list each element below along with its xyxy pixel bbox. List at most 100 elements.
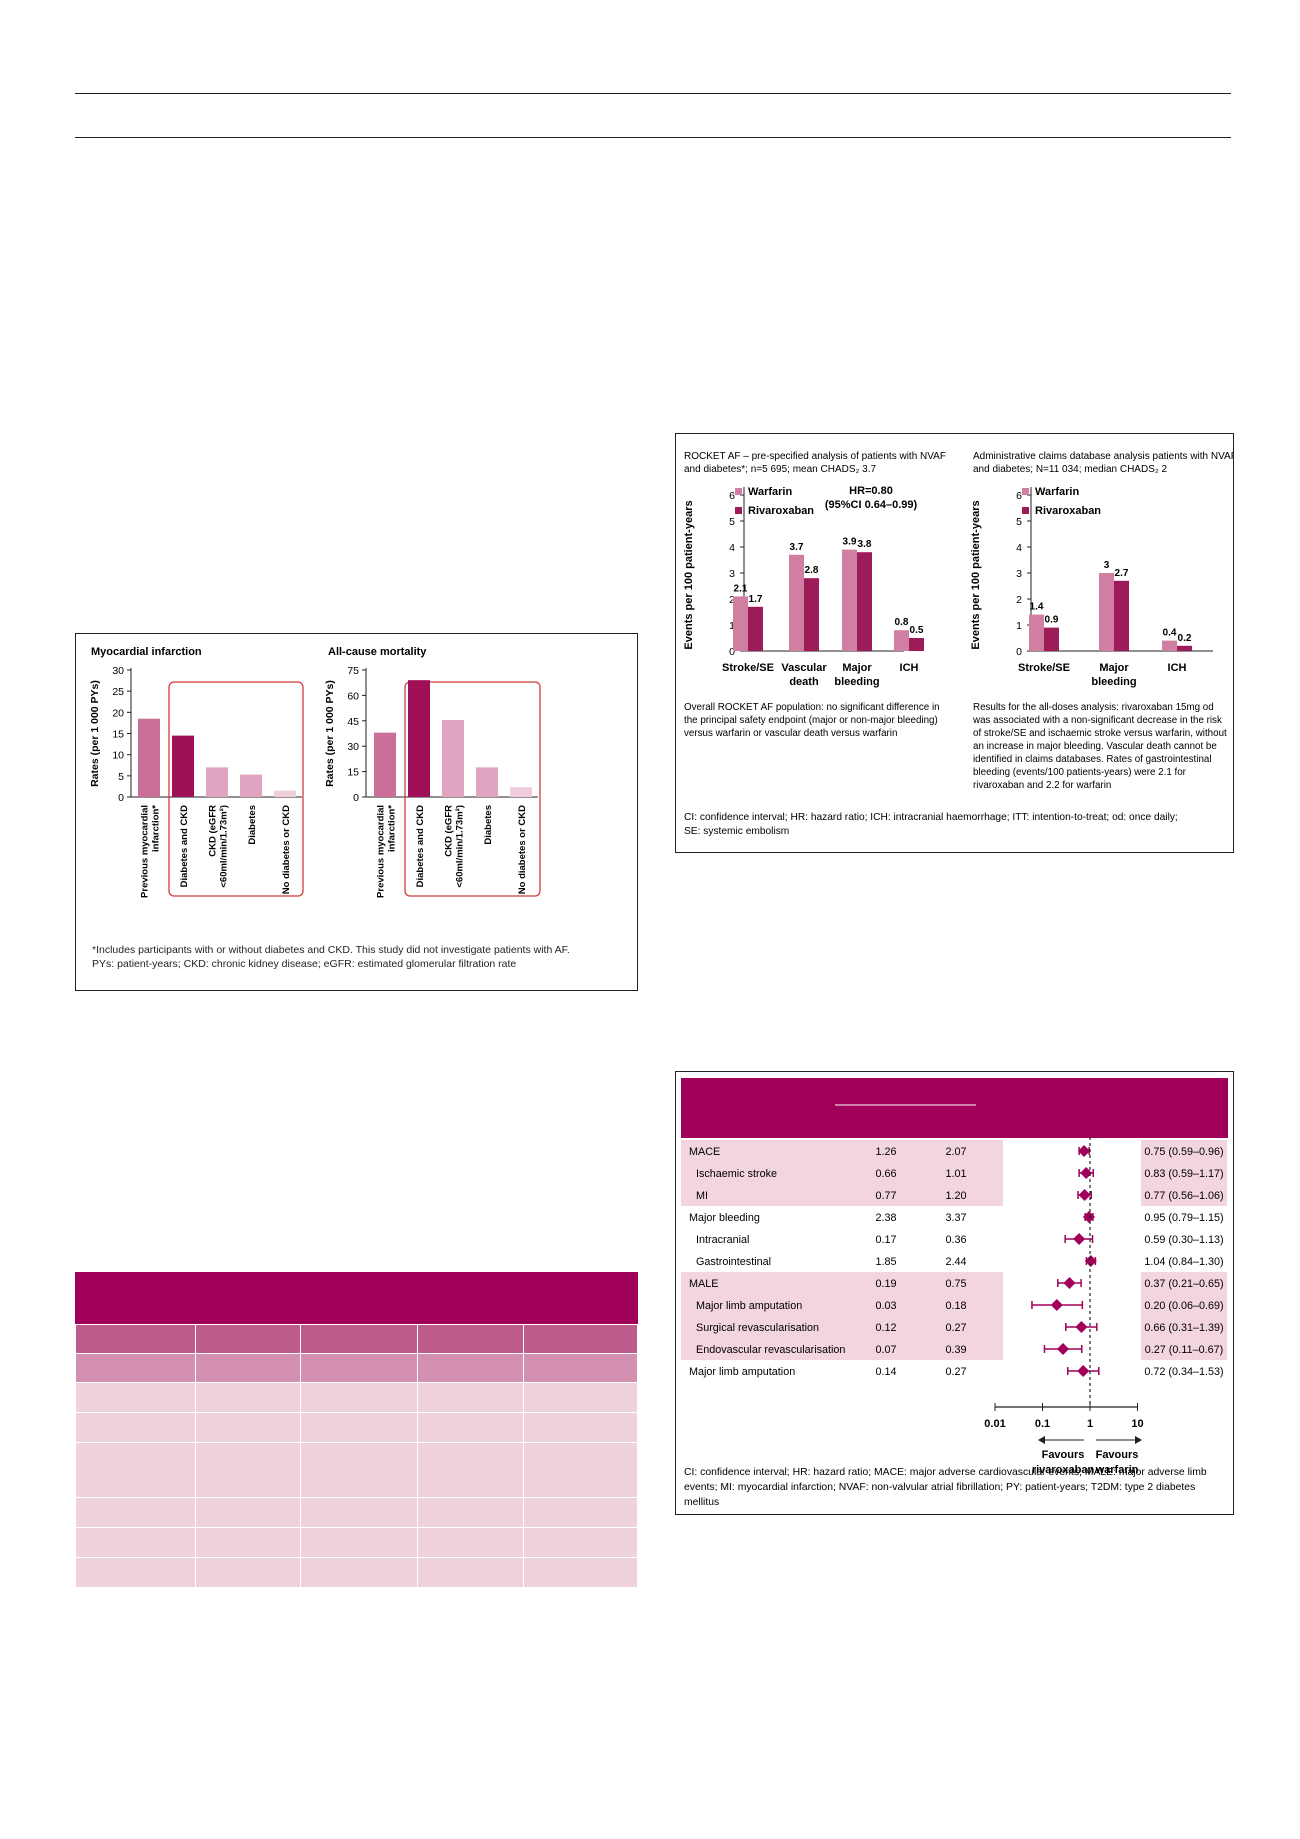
highlight-box bbox=[404, 681, 541, 897]
row-band-left bbox=[681, 1162, 1003, 1184]
chart-title: All-cause mortality bbox=[328, 646, 427, 658]
table-row bbox=[75, 1527, 638, 1558]
hr-annotation-1: HR=0.80 bbox=[849, 485, 893, 497]
y-tick-label: 5 bbox=[118, 771, 124, 783]
table-cell bbox=[299, 1382, 419, 1413]
table-cell bbox=[523, 1557, 638, 1588]
table-cell bbox=[523, 1324, 638, 1354]
data-label: 0.8 bbox=[895, 617, 909, 628]
x-tick-label: ICH bbox=[900, 662, 919, 674]
hr-annotation-2: (95%CI 0.64–0.99) bbox=[825, 499, 918, 511]
favours-rivaroxaban: Favours bbox=[1042, 1449, 1085, 1461]
forest-x-tick-label: 0.1 bbox=[1035, 1418, 1050, 1430]
legend-swatch-warfarin bbox=[1022, 488, 1029, 495]
table-cell bbox=[194, 1353, 301, 1383]
bar-warfarin bbox=[1099, 573, 1114, 651]
hr-ci-text: 0.77 (0.56–1.06) bbox=[1144, 1190, 1223, 1202]
rivaroxaban-rate: 0.14 bbox=[875, 1366, 896, 1378]
row-band-left bbox=[681, 1316, 1003, 1338]
warfarin-rate: 2.44 bbox=[945, 1256, 966, 1268]
table-cell bbox=[417, 1527, 525, 1558]
x-tick-label: Vascular bbox=[781, 662, 827, 674]
hr-point bbox=[1063, 1277, 1076, 1289]
y-tick-label: 0 bbox=[729, 646, 735, 658]
row-band-right bbox=[1141, 1140, 1227, 1162]
forest-footnote-line: CI: confidence interval; HR: hazard rati… bbox=[684, 1467, 1207, 1478]
data-label: 0.4 bbox=[1163, 628, 1177, 639]
data-label: 3 bbox=[1104, 560, 1110, 571]
warfarin-rate: 0.39 bbox=[945, 1344, 966, 1356]
y-tick-label: 45 bbox=[347, 716, 359, 728]
table-cell bbox=[299, 1353, 419, 1383]
hr-point bbox=[1080, 1167, 1093, 1179]
y-tick-label: 4 bbox=[729, 542, 735, 554]
legend-swatch-warfarin bbox=[735, 488, 742, 495]
x-tick-label: bleeding bbox=[1091, 676, 1136, 688]
y-tick-label: 0 bbox=[118, 792, 124, 804]
hr-ci-text: 0.37 (0.21–0.65) bbox=[1144, 1278, 1223, 1290]
y-axis-label: Rates (per 1 000 PYs) bbox=[324, 680, 336, 787]
favours-rivaroxaban: rivaroxaban bbox=[1032, 1464, 1095, 1476]
highlight-box bbox=[168, 681, 304, 897]
row-band-right bbox=[1141, 1338, 1227, 1360]
forest-row-label: Intracranial bbox=[696, 1234, 749, 1246]
row-band-right bbox=[1141, 1272, 1227, 1294]
rivaroxaban-rate: 1.26 bbox=[875, 1146, 896, 1158]
hr-point bbox=[1075, 1321, 1088, 1333]
risk-rates-charts: Myocardial infarction Rates (per 1 000 PY… bbox=[89, 646, 541, 898]
x-tick-label: bleeding bbox=[834, 676, 879, 688]
x-tick-label: Diabetes and CKD bbox=[179, 805, 190, 887]
table-cell bbox=[523, 1442, 638, 1498]
figure-rocket-af: ROCKET AF – pre-specified analysis of pa… bbox=[675, 433, 1234, 853]
legend-label-warfarin: Warfarin bbox=[748, 486, 792, 498]
favours-warfarin: warfarin bbox=[1095, 1464, 1139, 1476]
rivaroxaban-rate: 2.38 bbox=[875, 1212, 896, 1224]
warfarin-rate: 2.07 bbox=[945, 1146, 966, 1158]
x-tick-label: ICH bbox=[1168, 662, 1187, 674]
y-tick-label: 1 bbox=[1016, 620, 1022, 632]
x-tick-label: death bbox=[789, 676, 819, 688]
table-cell bbox=[75, 1442, 196, 1498]
warfarin-rate: 0.18 bbox=[945, 1300, 966, 1312]
bar-warfarin bbox=[1029, 614, 1044, 651]
arrow-right-head bbox=[1135, 1436, 1142, 1444]
row-band-left bbox=[681, 1338, 1003, 1360]
table-cell bbox=[194, 1557, 301, 1588]
y-axis-label: Events per 100 patient-years bbox=[970, 500, 982, 649]
y-tick-label: 2 bbox=[1016, 594, 1022, 606]
table-cell bbox=[417, 1557, 525, 1588]
data-label: 3.8 bbox=[858, 539, 872, 550]
x-tick-label: <60ml/min/1.73m²) bbox=[455, 805, 466, 888]
row-band-left bbox=[681, 1140, 1003, 1162]
legend-swatch-rivaroxaban bbox=[1022, 507, 1029, 514]
legend-swatch-rivaroxaban bbox=[735, 507, 742, 514]
row-band-right bbox=[1141, 1316, 1227, 1338]
forest-row-label: MACE bbox=[689, 1146, 720, 1158]
bar-rivaroxaban bbox=[1177, 645, 1192, 651]
y-tick-label: 20 bbox=[112, 707, 124, 719]
x-tick-label: Stroke/SE bbox=[722, 662, 774, 674]
forest-row-label: Gastrointestinal bbox=[696, 1256, 771, 1268]
rivaroxaban-rate: 0.17 bbox=[875, 1234, 896, 1246]
warfarin-rate: 3.37 bbox=[945, 1212, 966, 1224]
data-label: 2.7 bbox=[1115, 568, 1129, 579]
y-tick-label: 10 bbox=[112, 750, 124, 762]
forest-x-tick-label: 0.01 bbox=[984, 1418, 1005, 1430]
warfarin-rate: 0.27 bbox=[945, 1322, 966, 1334]
rocket-footnote-line: SE: systemic embolism bbox=[684, 826, 789, 837]
table-cell bbox=[75, 1527, 196, 1558]
right-panel-title: Administrative claims database analysis … bbox=[973, 451, 1233, 462]
forest-x-tick-label: 10 bbox=[1131, 1418, 1143, 1430]
chart-title: Myocardial infarction bbox=[91, 646, 202, 658]
hr-point bbox=[1082, 1211, 1095, 1223]
rivaroxaban-rate: 0.12 bbox=[875, 1322, 896, 1334]
bar bbox=[408, 680, 430, 797]
forest-footnote-line: events; MI: myocardial infarction; NVAF:… bbox=[684, 1482, 1195, 1493]
forest-row-label: Surgical revascularisation bbox=[696, 1322, 819, 1334]
table-row bbox=[75, 1412, 638, 1443]
risk-footnote-2: PYs: patient-years; CKD: chronic kidney … bbox=[92, 958, 517, 970]
y-tick-label: 30 bbox=[347, 741, 359, 753]
x-tick-label: CKD (eGFR bbox=[208, 805, 219, 857]
table-cell bbox=[299, 1527, 419, 1558]
x-tick-label: Diabetes and CKD bbox=[415, 805, 426, 887]
